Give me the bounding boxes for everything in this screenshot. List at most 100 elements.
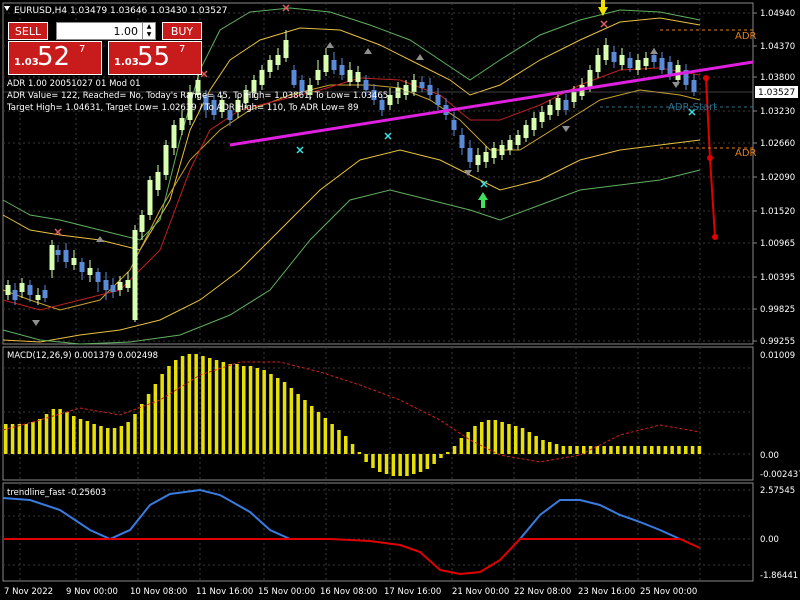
- macd-bar: [391, 454, 396, 476]
- lot-spinner[interactable]: ▲ ▼: [142, 23, 155, 39]
- macd-bar: [194, 354, 198, 454]
- buy-arrow-icon: [478, 192, 488, 208]
- candle-body: [523, 125, 529, 138]
- trendline-tick-label: -1.86441: [760, 571, 798, 581]
- candle-body: [132, 230, 138, 320]
- spin-up-icon[interactable]: ▲: [146, 23, 152, 30]
- candle-body: [163, 145, 169, 175]
- macd-bar: [235, 364, 239, 454]
- macd-bar: [554, 444, 559, 454]
- macd-bar: [214, 360, 219, 454]
- candle-body: [187, 92, 193, 120]
- candle-body: [155, 172, 161, 190]
- macd-bar: [187, 354, 192, 454]
- buy-price-box[interactable]: 1.03 55 7: [108, 41, 202, 75]
- macd-title: MACD(12,26,9) 0.001379 0.002498: [7, 351, 158, 361]
- macd-bar: [85, 421, 90, 454]
- macd-bar: [486, 420, 491, 454]
- sell-price-box[interactable]: 1.03 52 7: [8, 41, 102, 75]
- macd-bar: [201, 356, 205, 454]
- macd-bar: [296, 394, 300, 454]
- macd-bar: [527, 432, 532, 454]
- lot-size-input[interactable]: 1.00 ▲ ▼: [56, 22, 156, 40]
- macd-bar: [350, 444, 355, 454]
- lot-size-value[interactable]: 1.00: [113, 24, 139, 38]
- macd-bar: [418, 454, 423, 472]
- macd-bar: [221, 362, 226, 454]
- trendline-fast-series: [2, 488, 701, 576]
- candle-body: [619, 55, 625, 65]
- x-marker-icon: [200, 70, 208, 78]
- macd-bar: [180, 356, 185, 454]
- x-marker-icon: [54, 228, 62, 236]
- upper-band: [2, 17, 701, 251]
- price-tick-label: 1.01520: [760, 207, 795, 217]
- macd-bar: [663, 446, 668, 454]
- candle-body: [539, 112, 545, 122]
- candle-body: [19, 283, 25, 292]
- candle-body: [507, 140, 513, 150]
- candle-body: [63, 250, 69, 262]
- sell-button[interactable]: SELL: [8, 22, 48, 40]
- macd-bar: [126, 422, 130, 454]
- macd-bar: [432, 454, 436, 464]
- macd-bar: [17, 424, 22, 454]
- triangle-marker-icon: [32, 320, 40, 326]
- price-tick-label: 1.00965: [760, 239, 795, 249]
- candle-body: [667, 62, 673, 75]
- trendline-red-segment: [3, 538, 521, 576]
- candle-body: [347, 70, 353, 82]
- macd-signal-line: [2, 361, 701, 463]
- time-axis-label: 9 Nov 00:00: [66, 587, 118, 597]
- buy-price-prefix: 1.03: [114, 57, 139, 68]
- macd-bar: [384, 454, 389, 474]
- time-axis-label: 10 Nov 08:00: [130, 587, 187, 597]
- symbol-arrow-icon: [4, 6, 10, 11]
- candle-body: [139, 215, 145, 232]
- macd-bar: [51, 409, 56, 454]
- macd-bar: [629, 446, 634, 454]
- macd-bar: [140, 404, 144, 454]
- candle-body: [27, 285, 33, 295]
- time-axis-label: 22 Nov 08:00: [514, 587, 571, 597]
- indicator-line-2: ADR Value= 122, Reached= No, Today's Ran…: [7, 91, 388, 101]
- middle-band: [2, 84, 701, 311]
- candle-body: [435, 95, 441, 105]
- macd-bar: [357, 452, 362, 454]
- sell-arrow-icon: [598, 0, 608, 16]
- candle-body: [291, 70, 297, 85]
- macd-bar: [656, 446, 661, 454]
- forecast-point: [707, 155, 713, 161]
- buy-price-big: 55: [137, 42, 171, 72]
- candle-body: [203, 95, 209, 110]
- candle-body: [355, 72, 361, 82]
- magenta-trendline[interactable]: [229, 60, 754, 147]
- time-axis-label: 25 Nov 00:00: [640, 587, 697, 597]
- price-tick-label: 1.04940: [760, 9, 795, 19]
- macd-bar: [337, 430, 341, 454]
- trendline-red-segment: [520, 538, 701, 549]
- macd-bar: [405, 454, 409, 476]
- macd-bar: [276, 378, 280, 454]
- candle-body: [42, 290, 48, 298]
- price-tick-label: 1.00395: [760, 273, 795, 283]
- macd-bar: [575, 446, 579, 454]
- forecast-point: [712, 234, 718, 240]
- buy-price-sup: 7: [179, 44, 186, 55]
- macd-bar: [24, 424, 28, 454]
- macd-bar: [242, 366, 246, 454]
- candle-body: [499, 145, 505, 155]
- candle-body: [691, 80, 697, 92]
- candle-body: [595, 55, 601, 72]
- buy-button[interactable]: BUY: [162, 22, 202, 40]
- candle-body: [395, 88, 401, 98]
- candle-body: [427, 85, 433, 95]
- macd-bar: [289, 388, 294, 454]
- candle-body: [547, 105, 553, 115]
- spin-down-icon[interactable]: ▼: [146, 31, 152, 38]
- macd-bar: [282, 382, 287, 454]
- macd-bar: [602, 446, 606, 454]
- macd-bar: [425, 454, 430, 469]
- macd-bar: [500, 422, 504, 454]
